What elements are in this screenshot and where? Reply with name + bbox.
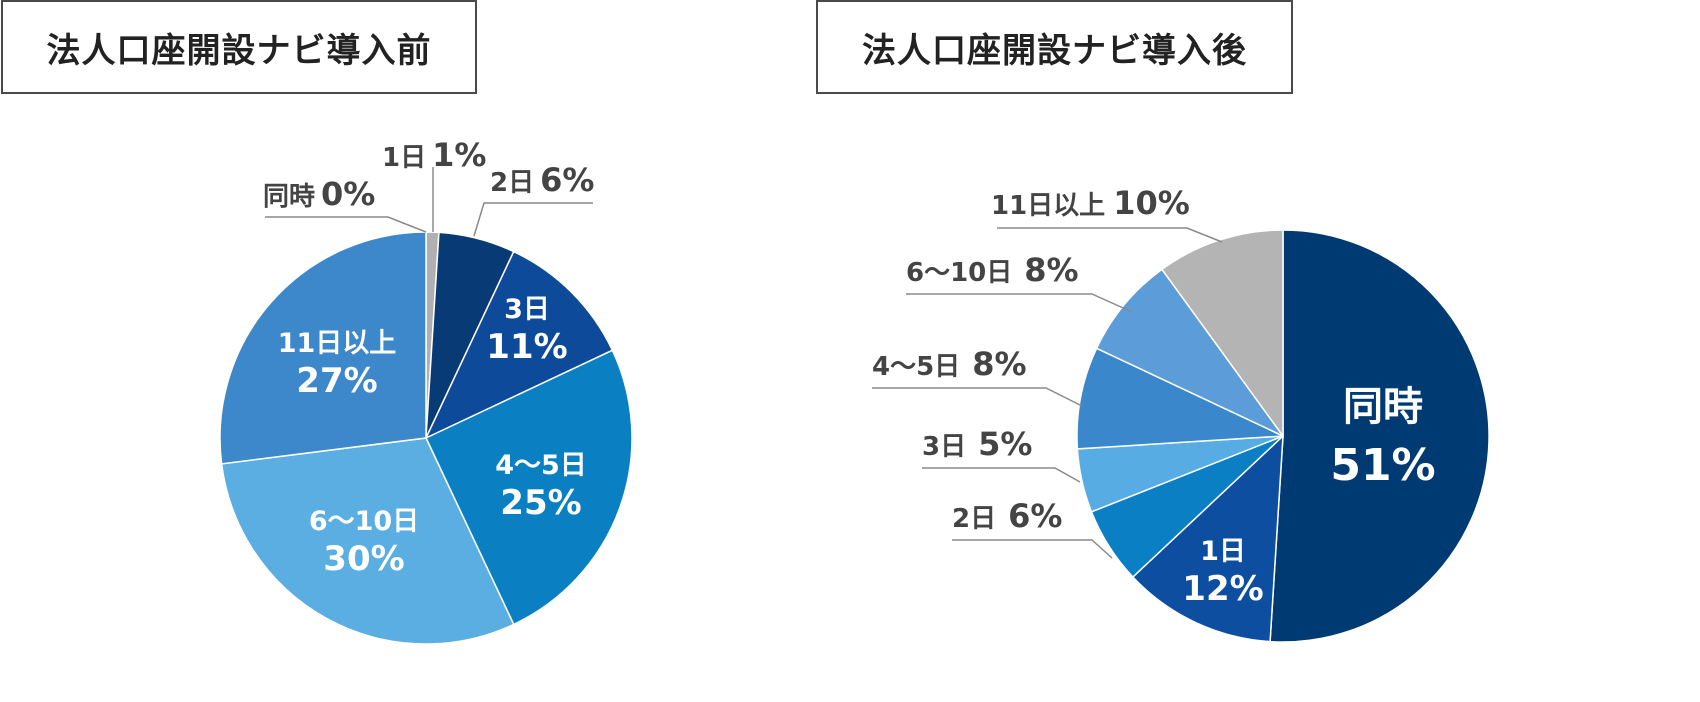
pie-1-label-5: 6〜10日 8% <box>906 251 1079 289</box>
chart-title-after: 法人口座開設ナビ導入後 <box>816 0 1293 94</box>
pie-1-leader-line-3 <box>922 467 1081 483</box>
pie-1-label-2: 2日 6% <box>952 497 1062 535</box>
pie-1-leader-line-5 <box>906 293 1133 313</box>
pie-1-leader-line-6 <box>997 227 1223 243</box>
pie-1-label-value-0: 51% <box>1330 440 1435 491</box>
pie-0-label-2: 2日 6% <box>490 161 594 199</box>
pie-0-leader-line-2 <box>473 202 593 237</box>
pie-0-label-0: 同時 0% <box>263 175 375 213</box>
pie-0-slice-5 <box>220 437 515 645</box>
pie-1-leader-line-4 <box>872 387 1083 407</box>
pie-0-label-name-4: 4〜5日 <box>495 450 587 481</box>
pie-0-slice-3 <box>424 250 614 440</box>
pie-0-label-1: 1日 1% <box>382 136 486 174</box>
pie-0-label-name-3: 3日 <box>504 294 550 325</box>
pie-0-label-value-4: 25% <box>500 483 581 523</box>
pie-0-label-name-6: 11日以上 <box>278 328 397 359</box>
pie-0-slice-6 <box>219 231 427 465</box>
chart-title-before: 法人口座開設ナビ導入前 <box>1 0 477 94</box>
pie-1-slice-1 <box>1131 434 1284 643</box>
pie-1-label-4: 4〜5日 8% <box>872 345 1027 383</box>
pie-0-label-value-6: 27% <box>296 361 377 401</box>
pie-1-label-name-0: 同時 <box>1343 384 1423 430</box>
pie-1-slice-5 <box>1095 268 1284 437</box>
pie-0-label-name-5: 6〜10日 <box>309 506 419 537</box>
pie-1-label-name-1: 1日 <box>1200 536 1246 567</box>
pie-0-leader-line-0 <box>265 216 427 233</box>
pie-1-label-6: 11日以上 10% <box>991 184 1190 222</box>
pie-0-slice-4 <box>425 349 633 626</box>
pie-1-label-value-1: 12% <box>1182 569 1263 609</box>
pie-1-label-3: 3日 5% <box>922 425 1032 463</box>
pie-1-leader-line-2 <box>952 539 1113 559</box>
pie-1-slice-0 <box>1269 229 1490 643</box>
pie-0-label-value-5: 30% <box>323 539 404 579</box>
pie-0-label-value-3: 11% <box>486 327 567 367</box>
pie-1-slice-4 <box>1076 347 1284 450</box>
